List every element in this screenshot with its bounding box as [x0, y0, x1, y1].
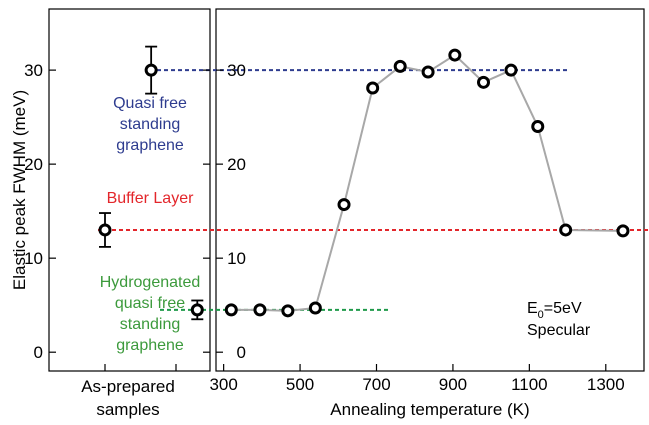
- data-point-7: [421, 65, 435, 79]
- annotation-energy-e: E: [527, 300, 538, 317]
- data-point-11: [531, 120, 545, 134]
- data-point-5: [366, 81, 380, 95]
- right-x-tick-label-2: 700: [362, 375, 390, 394]
- x-axis-label-left-line1: As-prepared: [81, 377, 175, 396]
- annotation-energy-value: =5eV: [544, 300, 582, 317]
- right-panel-frame: [215, 8, 645, 372]
- annotation-2-line-3: graphene: [116, 337, 184, 354]
- right-y-tick-label-1: 10: [227, 249, 246, 268]
- right-x-tick-label-5: 1300: [587, 375, 625, 394]
- left-data-point-0: [144, 63, 158, 77]
- data-point-2: [281, 304, 295, 318]
- data-point-8: [448, 48, 462, 62]
- right-y-tick-label-2: 20: [227, 155, 246, 174]
- right-x-tick-label-4: 1100: [511, 375, 548, 394]
- data-point-9: [477, 75, 490, 89]
- annotation-0: Quasi free standing graphene: [113, 95, 187, 154]
- annotation-energy: E0=5eV: [527, 300, 582, 321]
- x-axis-label-right: Annealing temperature (K): [330, 400, 529, 419]
- annotation-2-line-1: quasi free: [115, 295, 185, 312]
- data-point-0: [224, 303, 238, 317]
- annotation-2-line-0: Hydrogenated: [100, 274, 201, 291]
- data-point-3: [308, 301, 322, 315]
- data-point-4: [337, 198, 351, 212]
- annotation-2-line-2: standing: [120, 316, 181, 333]
- series-line: [231, 53, 623, 312]
- data-point-10: [504, 63, 518, 77]
- left-y-tick-label-0: 0: [34, 343, 43, 362]
- data-points: [98, 48, 630, 318]
- data-point-13: [616, 224, 630, 238]
- data-point-1: [253, 303, 267, 317]
- y-axis-label: Elastic peak FWHM (meV): [10, 90, 29, 290]
- axis-ticks: [49, 69, 607, 371]
- annotation-0-line-1: standing: [120, 116, 181, 133]
- left-data-point-1: [98, 223, 112, 237]
- right-x-tick-label-1: 500: [286, 375, 314, 394]
- left-y-tick-label-1: 10: [24, 249, 43, 268]
- annotation-mode: Specular: [527, 322, 591, 339]
- annotation-1: Buffer Layer: [107, 190, 195, 207]
- annotation-1-line-0: Buffer Layer: [107, 190, 195, 207]
- left-y-tick-label-2: 20: [24, 155, 43, 174]
- annotations: Quasi free standing graphene Buffer Layer Hy…: [100, 95, 591, 354]
- data-point-6: [393, 59, 407, 73]
- left-y-tick-label-3: 30: [24, 61, 43, 80]
- data-point-12: [559, 223, 573, 237]
- left-data-point-2: [190, 303, 204, 317]
- right-y-tick-label-3: 30: [227, 61, 246, 80]
- right-x-tick-label-0: 300: [209, 375, 237, 394]
- right-x-tick-label-3: 900: [439, 375, 467, 394]
- annotation-0-line-0: Quasi free: [113, 95, 187, 112]
- annotation-2: Hydrogenated quasi free standing graphene: [100, 274, 201, 354]
- annotation-0-line-2: graphene: [116, 137, 184, 154]
- left-panel-frame: [48, 8, 211, 372]
- right-y-tick-label-0: 0: [237, 343, 246, 362]
- x-axis-label-left-line2: samples: [96, 400, 159, 419]
- annotation-energy-sub: 0: [538, 309, 544, 321]
- series-connector: [231, 53, 623, 312]
